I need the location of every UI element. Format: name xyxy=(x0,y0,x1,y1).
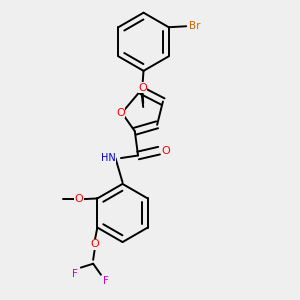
Text: O: O xyxy=(162,146,170,156)
Text: F: F xyxy=(72,269,78,279)
Text: O: O xyxy=(138,82,147,93)
Text: Br: Br xyxy=(190,21,201,31)
Text: O: O xyxy=(116,108,125,118)
Text: O: O xyxy=(90,239,99,249)
Text: O: O xyxy=(75,194,83,204)
Text: HN: HN xyxy=(101,153,116,163)
Text: F: F xyxy=(103,275,109,286)
